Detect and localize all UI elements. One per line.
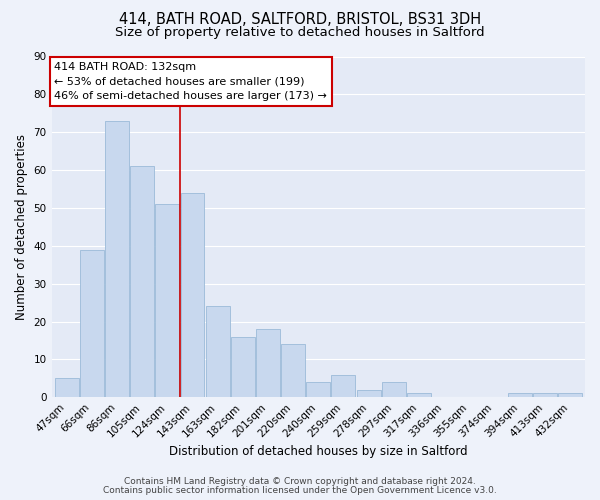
Bar: [558, 394, 582, 397]
Bar: [331, 374, 355, 397]
Text: Contains HM Land Registry data © Crown copyright and database right 2024.: Contains HM Land Registry data © Crown c…: [124, 477, 476, 486]
Bar: [130, 166, 154, 397]
Bar: [80, 250, 104, 397]
Bar: [508, 394, 532, 397]
Bar: [533, 394, 557, 397]
Bar: [206, 306, 230, 397]
Bar: [281, 344, 305, 397]
Bar: [256, 329, 280, 397]
Bar: [105, 121, 129, 397]
Bar: [155, 204, 179, 397]
Bar: [307, 382, 330, 397]
Bar: [181, 193, 205, 397]
Y-axis label: Number of detached properties: Number of detached properties: [15, 134, 28, 320]
Bar: [55, 378, 79, 397]
Bar: [356, 390, 380, 397]
Bar: [231, 336, 255, 397]
Text: 414, BATH ROAD, SALTFORD, BRISTOL, BS31 3DH: 414, BATH ROAD, SALTFORD, BRISTOL, BS31 …: [119, 12, 481, 28]
Text: Contains public sector information licensed under the Open Government Licence v3: Contains public sector information licen…: [103, 486, 497, 495]
Bar: [382, 382, 406, 397]
Bar: [407, 394, 431, 397]
X-axis label: Distribution of detached houses by size in Saltford: Distribution of detached houses by size …: [169, 444, 467, 458]
Text: Size of property relative to detached houses in Saltford: Size of property relative to detached ho…: [115, 26, 485, 39]
Text: 414 BATH ROAD: 132sqm
← 53% of detached houses are smaller (199)
46% of semi-det: 414 BATH ROAD: 132sqm ← 53% of detached …: [54, 62, 327, 101]
